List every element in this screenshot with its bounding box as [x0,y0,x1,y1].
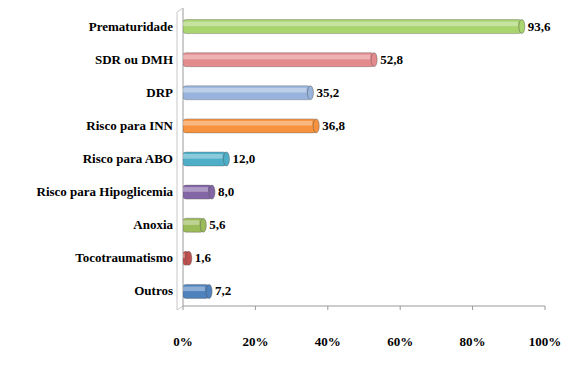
bar [183,185,212,199]
bar-highlight [183,253,185,258]
bar [183,86,310,100]
bar-cap [519,20,525,34]
data-label: 1,6 [195,250,212,265]
bar-highlight [183,55,370,60]
bar-cap [223,152,229,166]
bar-highlight [183,88,306,93]
x-tick [472,306,473,310]
category-label: Prematuridade [89,19,173,34]
bar-cap [206,284,212,298]
x-tick [400,306,401,310]
bar-highlight [183,286,205,291]
category-label: Anoxia [133,217,173,232]
x-tick-label: 20% [242,334,268,349]
bar-cap [209,185,215,199]
bar [183,119,316,133]
axis-corner [177,306,183,310]
category-label: Risco para Hipoglicemia [37,184,174,199]
chart-svg: 0% 20% 40% 60% 80% 100% Prematuridade 93,6 SDR o… [0,0,576,368]
category-label: Risco para ABO [83,151,173,166]
bar-highlight [183,154,222,159]
y-axis-depth [177,12,178,310]
x-axis-line [183,306,545,307]
data-label: 52,8 [380,52,403,67]
bar-cap [371,53,377,67]
x-tick [255,306,256,310]
bar [183,53,374,67]
bar-cap [307,86,313,100]
x-tick-label: 40% [315,334,341,349]
bar-cap [313,119,319,133]
category-label: Tocotraumatismo [75,250,173,265]
bar-highlight [183,220,199,225]
data-label: 5,6 [209,217,226,232]
x-tick-label: 0% [173,334,193,349]
category-label: DRP [146,85,173,100]
data-label: 35,2 [316,85,339,100]
bar [183,284,209,298]
bars [183,20,525,299]
bar [183,20,522,34]
x-tick [327,306,328,310]
data-label: 7,2 [215,283,231,298]
x-tick-label: 100% [529,334,562,349]
x-tick [183,306,184,310]
data-label: 12,0 [232,151,255,166]
category-label: SDR ou DMH [95,52,173,67]
bar-highlight [183,22,518,27]
bar [183,152,226,166]
axis-corner [177,8,183,12]
bar-highlight [183,121,312,126]
bar-cap [200,218,206,232]
bar-highlight [183,187,208,192]
data-label: 93,6 [528,19,551,34]
bar-cap [186,251,192,265]
data-label: 36,8 [322,118,345,133]
chart-container: 0% 20% 40% 60% 80% 100% Prematuridade 93,6 SDR o… [0,0,576,368]
x-tick-label: 60% [387,334,413,349]
x-tick-label: 80% [460,334,486,349]
data-label: 8,0 [218,184,234,199]
category-label: Risco para INN [86,118,173,133]
category-label: Outros [134,283,173,298]
x-tick [545,306,546,310]
